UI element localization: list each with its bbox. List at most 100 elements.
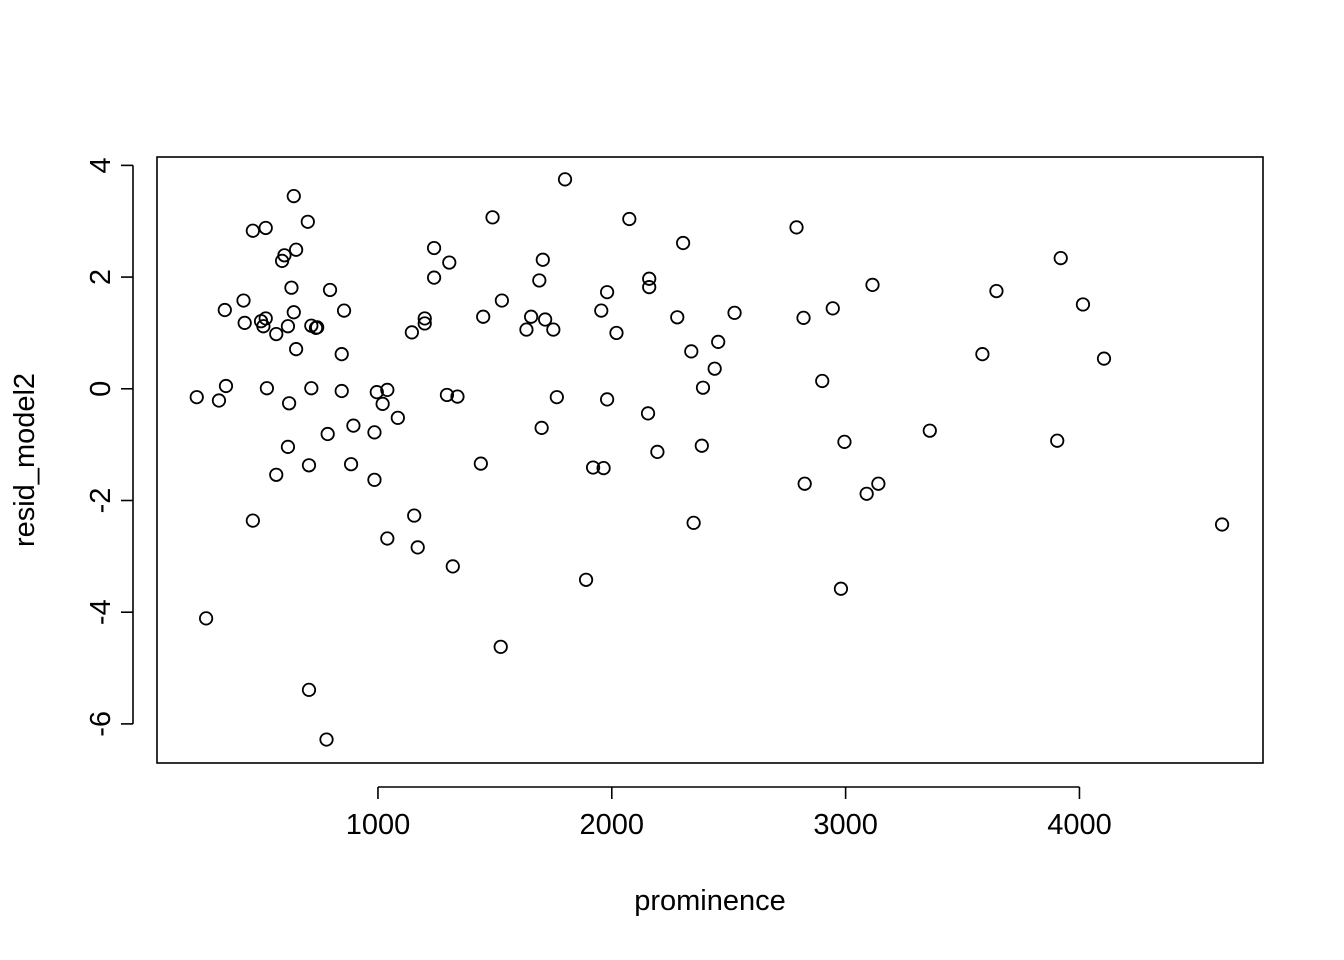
data-point	[334, 347, 349, 362]
data-point	[218, 378, 234, 394]
data-point	[594, 303, 609, 318]
data-point	[367, 472, 382, 487]
data-point	[519, 322, 534, 337]
data-point	[1050, 433, 1065, 448]
y-tick-label: -4	[85, 599, 117, 625]
data-point	[442, 255, 457, 270]
y-tick-label: -6	[85, 711, 117, 737]
data-point	[245, 223, 260, 238]
x-axis-title: prominence	[634, 885, 786, 917]
data-point	[609, 325, 624, 341]
data-point	[789, 220, 804, 235]
data-point	[600, 285, 615, 300]
data-point	[410, 540, 425, 555]
data-point	[445, 559, 460, 574]
data-point	[473, 456, 488, 471]
plot-frame	[156, 156, 1264, 764]
data-point	[367, 425, 382, 440]
data-points	[189, 172, 1230, 747]
data-point	[865, 277, 880, 293]
y-axis: -6 -4 -2 0 2 4	[85, 157, 134, 737]
data-point	[301, 682, 317, 697]
data-point	[284, 280, 299, 295]
data-point	[256, 319, 271, 334]
data-point	[535, 252, 550, 267]
data-point	[494, 293, 509, 308]
data-point	[989, 283, 1004, 299]
data-point	[417, 311, 432, 326]
data-point	[871, 476, 886, 491]
data-point	[301, 458, 317, 473]
data-point	[711, 334, 726, 349]
data-point	[546, 322, 561, 337]
data-point	[269, 326, 284, 342]
data-point	[274, 253, 290, 268]
y-axis-title: resid_model2	[9, 373, 41, 547]
data-point	[259, 381, 274, 396]
data-point	[310, 320, 325, 335]
data-point	[282, 396, 297, 411]
data-point	[286, 188, 301, 204]
data-point	[825, 301, 840, 316]
data-point	[320, 426, 335, 442]
data-point	[642, 271, 657, 286]
y-tick-label: 2	[85, 269, 117, 285]
data-point	[975, 347, 990, 362]
data-point	[390, 410, 405, 425]
x-tick-label: 1000	[346, 809, 411, 841]
data-point	[189, 390, 204, 405]
data-point	[336, 303, 352, 318]
data-point	[300, 214, 315, 229]
data-point	[346, 418, 361, 433]
data-point	[1053, 250, 1068, 266]
data-point	[280, 319, 296, 334]
data-point	[343, 457, 359, 472]
data-point	[650, 444, 665, 460]
data-point	[334, 383, 349, 399]
data-point	[549, 390, 564, 405]
data-point	[859, 486, 874, 501]
data-point	[922, 423, 937, 438]
x-tick-label: 2000	[580, 809, 645, 841]
data-point	[380, 531, 395, 546]
data-point	[245, 513, 260, 528]
y-tick-label: -2	[85, 488, 117, 514]
data-point	[815, 373, 830, 389]
data-point	[237, 315, 252, 330]
y-tick-label: 4	[85, 157, 117, 173]
data-point	[684, 344, 699, 359]
data-point	[236, 293, 251, 308]
data-point	[258, 220, 273, 236]
data-point	[534, 420, 549, 435]
data-point	[280, 439, 296, 454]
x-tick-label: 4000	[1047, 809, 1112, 841]
data-point	[727, 305, 742, 320]
data-point	[538, 312, 553, 327]
data-point	[485, 210, 500, 225]
data-point	[289, 342, 304, 357]
data-point	[404, 325, 419, 340]
data-point	[676, 235, 691, 251]
data-point	[585, 460, 601, 475]
data-point	[286, 305, 301, 320]
x-tick-label: 3000	[813, 809, 878, 841]
data-point	[686, 515, 701, 530]
data-point	[289, 242, 304, 257]
data-point	[450, 389, 465, 404]
data-point	[476, 309, 491, 324]
data-point	[596, 460, 611, 476]
data-point	[369, 385, 384, 400]
data-point	[833, 581, 849, 596]
data-point	[578, 572, 594, 587]
data-point	[670, 310, 685, 325]
data-point	[797, 476, 812, 491]
data-point	[695, 380, 711, 395]
data-point	[600, 392, 615, 407]
y-tick-label: 0	[85, 381, 117, 397]
data-point	[640, 406, 656, 421]
data-point	[417, 316, 432, 331]
data-point	[199, 611, 214, 626]
data-point	[407, 508, 422, 523]
data-point	[642, 280, 657, 295]
data-point	[622, 211, 637, 227]
